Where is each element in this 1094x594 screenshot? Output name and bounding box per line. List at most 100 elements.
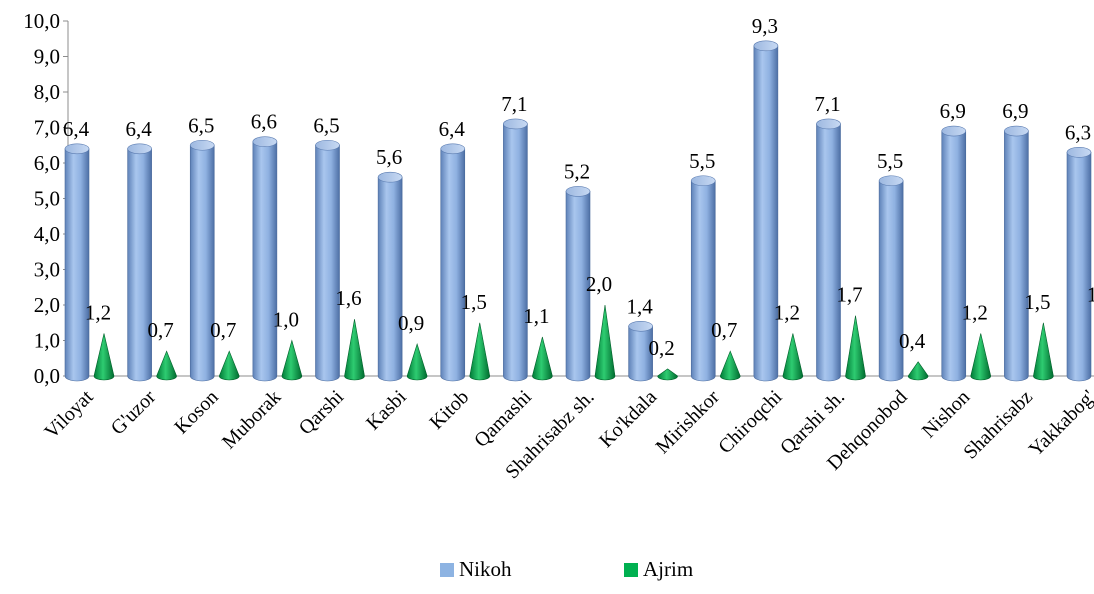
y-tick-label: 2,0	[34, 293, 60, 317]
bar-nikoh	[315, 139, 340, 382]
bar-nikoh-body	[565, 191, 591, 382]
bar-nikoh-body	[127, 148, 152, 382]
plot-area	[64, 40, 1092, 382]
bar-nikoh-top	[1066, 147, 1092, 158]
x-tick-label: Qarshi	[295, 386, 349, 440]
data-label-nikoh: 7,1	[814, 92, 840, 116]
x-tick-label: Muborak	[218, 386, 285, 453]
bar-nikoh	[503, 118, 528, 382]
bar-nikoh-top	[127, 143, 152, 155]
bar-ajrim-body	[657, 368, 678, 381]
bar-nikoh	[1004, 125, 1029, 382]
y-tick-label: 1,0	[34, 329, 60, 353]
bar-ajrim	[344, 319, 365, 381]
bar-nikoh	[628, 320, 653, 382]
bar-ajrim-body	[719, 350, 741, 381]
data-label-nikoh: 6,6	[251, 110, 277, 134]
bar-nikoh	[440, 143, 466, 382]
data-label-ajrim: 1,0	[273, 308, 299, 332]
x-tick-label: Mirishkor	[652, 386, 724, 458]
bar-nikoh-top	[690, 175, 716, 187]
x-tick-label: Kitob	[426, 386, 474, 434]
bar-nikoh-body	[753, 45, 779, 382]
y-tick-label: 9,0	[34, 45, 60, 69]
x-tick-label: Shahrisabz	[959, 386, 1037, 464]
bar-nikoh	[252, 136, 278, 382]
legend-swatch-ajrim	[624, 563, 638, 577]
bar-nikoh	[816, 118, 841, 382]
y-tick-label: 8,0	[34, 80, 60, 104]
data-label-nikoh: 6,5	[313, 113, 339, 137]
data-label-ajrim: 1,5	[461, 290, 487, 314]
bar-nikoh-top	[1004, 125, 1029, 137]
bar-ajrim	[218, 350, 240, 381]
bar-nikoh	[690, 175, 716, 382]
data-label-ajrim: 0,7	[210, 318, 236, 342]
bar-ajrim	[594, 304, 616, 381]
data-label-ajrim: 1,2	[962, 300, 988, 324]
y-tick-label: 5,0	[34, 187, 60, 211]
x-tick-label: Nishon	[918, 386, 974, 442]
bar-nikoh	[878, 175, 904, 382]
bar-ajrim	[719, 350, 741, 381]
bar-nikoh	[64, 143, 90, 382]
legend-swatch-nikoh	[440, 563, 454, 577]
bar-ajrim	[469, 322, 491, 381]
y-tick-label: 0,0	[34, 364, 60, 388]
data-label-nikoh: 6,4	[126, 117, 153, 141]
bar-ajrim-body	[532, 336, 553, 381]
x-tick-label: Kasbi	[362, 386, 411, 435]
bar-ajrim-body	[156, 350, 177, 381]
data-label-nikoh: 6,3	[1065, 120, 1091, 144]
data-label-ajrim: 1,7	[836, 283, 862, 307]
data-label-ajrim: 0,9	[398, 311, 424, 335]
bar-nikoh	[377, 171, 403, 382]
bar-ajrim-body	[782, 333, 804, 381]
bar-ajrim-body	[93, 333, 115, 381]
data-label-ajrim: 1,5	[1024, 290, 1050, 314]
x-tick-label: Chiroqchi	[714, 386, 786, 458]
data-label-nikoh: 5,5	[689, 149, 715, 173]
bar-nikoh-body	[189, 144, 215, 382]
bar-ajrim-body	[469, 322, 491, 381]
axes: 0,0 1,0 2,0 3,0 4,0 5,0 6,0 7,0 8,0 9,0 10,0 Viloya…	[23, 9, 1094, 483]
bar-nikoh-body	[878, 180, 904, 382]
bar-nikoh-top	[941, 125, 967, 137]
bar-ajrim	[406, 343, 428, 381]
bar-ajrim	[156, 350, 177, 381]
bar-ajrim-body	[406, 343, 428, 381]
data-label-nikoh: 6,4	[63, 117, 90, 141]
data-label-ajrim: 0,7	[711, 318, 737, 342]
bar-nikoh	[753, 40, 779, 382]
bar-nikoh	[941, 125, 967, 382]
bar-nikoh-body	[1066, 152, 1092, 382]
bar-ajrim	[281, 339, 303, 381]
y-tick-label: 10,0	[23, 9, 60, 33]
x-tick-label: Viloyat	[40, 386, 97, 443]
y-tick-label: 6,0	[34, 151, 60, 175]
bar-nikoh-top	[628, 320, 653, 332]
bar-nikoh-body	[816, 123, 841, 382]
data-label-nikoh: 6,5	[188, 113, 214, 137]
y-tick-label: 3,0	[34, 258, 60, 282]
bar-ajrim	[657, 368, 678, 381]
data-label-ajrim: 1,7	[1087, 283, 1094, 307]
bar-ajrim	[845, 315, 866, 381]
data-label-nikoh: 1,4	[627, 294, 654, 318]
bar-nikoh-top	[440, 143, 466, 155]
bar-ajrim	[970, 333, 992, 381]
bar-nikoh-top	[377, 171, 403, 183]
bar-nikoh-body	[941, 130, 967, 382]
bar-nikoh-body	[690, 180, 716, 382]
bar-nikoh-top	[252, 136, 278, 147]
data-label-ajrim: 0,7	[148, 318, 174, 342]
legend-label-ajrim: Ajrim	[643, 557, 693, 581]
bar-nikoh-top	[878, 175, 904, 187]
data-label-nikoh: 6,9	[1002, 99, 1028, 123]
x-tick-label: Koson	[170, 386, 222, 438]
bar-ajrim	[93, 333, 115, 381]
data-label-nikoh: 5,2	[564, 159, 590, 183]
y-tick-label: 4,0	[34, 222, 60, 246]
bar-ajrim-body	[845, 315, 866, 381]
